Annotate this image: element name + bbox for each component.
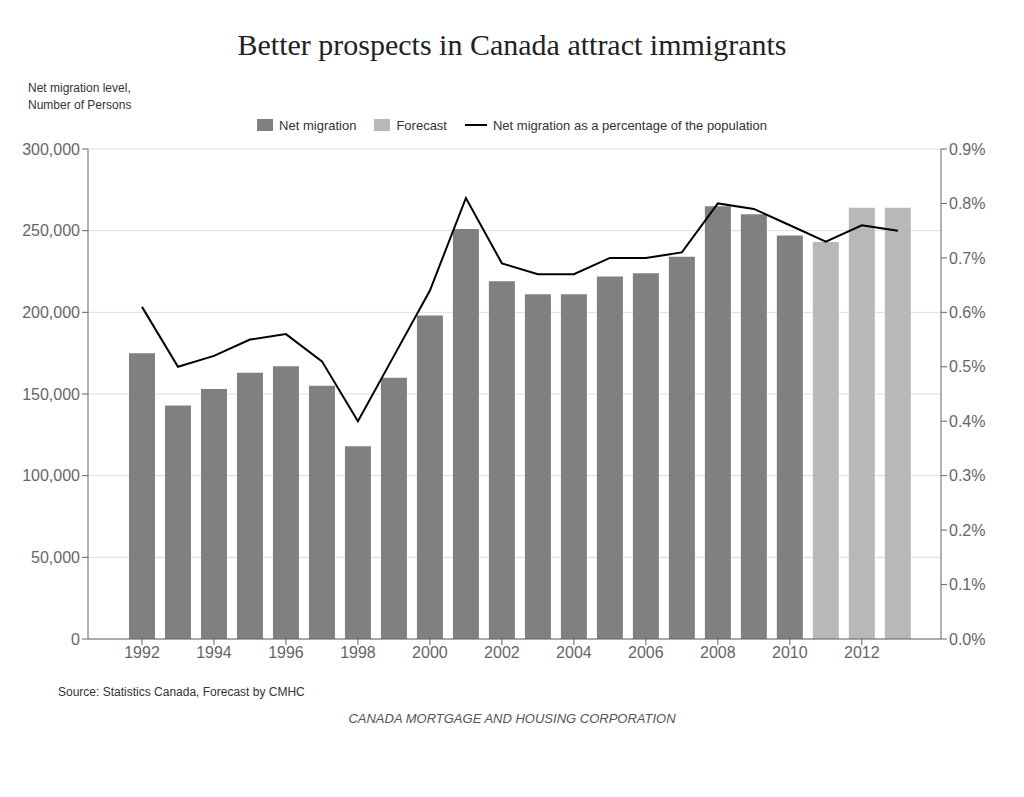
svg-text:0.4%: 0.4% xyxy=(949,412,985,429)
svg-text:0.1%: 0.1% xyxy=(949,576,985,593)
svg-text:0.0%: 0.0% xyxy=(949,630,985,647)
svg-text:0.7%: 0.7% xyxy=(949,249,985,266)
svg-text:0.3%: 0.3% xyxy=(949,467,985,484)
svg-text:1994: 1994 xyxy=(196,644,232,661)
html-text:CANADA MORTGAGE AND HOUSING CO: CANADA MORTGAGE AND HOUSING CORPORATION xyxy=(348,710,676,726)
svg-text:2010: 2010 xyxy=(772,644,808,661)
svg-text:50,000: 50,000 xyxy=(31,549,80,566)
svg-text:150,000: 150,000 xyxy=(22,385,80,402)
svg-text:2012: 2012 xyxy=(844,644,880,661)
svg-text:2008: 2008 xyxy=(700,644,736,661)
svg-text:0.5%: 0.5% xyxy=(949,358,985,375)
html-text:Forecast: Forecast xyxy=(396,117,447,133)
svg-text:200,000: 200,000 xyxy=(22,304,80,321)
html-text:Net migration as a percentage: Net migration as a percentage of the pop… xyxy=(493,117,767,133)
svg-text:0.2%: 0.2% xyxy=(949,521,985,538)
svg-text:0.6%: 0.6% xyxy=(949,304,985,321)
svg-text:250,000: 250,000 xyxy=(22,222,80,239)
svg-text:2006: 2006 xyxy=(628,644,664,661)
svg-text:0.9%: 0.9% xyxy=(949,140,985,157)
svg-text:0: 0 xyxy=(71,630,80,647)
html-text:Source: Statistics Canada, For: Source: Statistics Canada, Forecast by C… xyxy=(58,684,305,699)
svg-text:1996: 1996 xyxy=(268,644,304,661)
svg-text:1992: 1992 xyxy=(124,644,160,661)
html-text:Net migration level, Number of: Net migration level, Number of Persons xyxy=(28,81,132,112)
svg-text:2002: 2002 xyxy=(484,644,520,661)
svg-text:0.8%: 0.8% xyxy=(949,195,985,212)
svg-text:2000: 2000 xyxy=(412,644,448,661)
html-text:Net migration: Net migration xyxy=(279,117,357,133)
svg-text:1998: 1998 xyxy=(340,644,376,661)
svg-text:2004: 2004 xyxy=(556,644,592,661)
svg-text:100,000: 100,000 xyxy=(22,467,80,484)
html-text:Better prospects in Canada att: Better prospects in Canada attract immig… xyxy=(237,28,787,61)
svg-text:300,000: 300,000 xyxy=(22,140,80,157)
